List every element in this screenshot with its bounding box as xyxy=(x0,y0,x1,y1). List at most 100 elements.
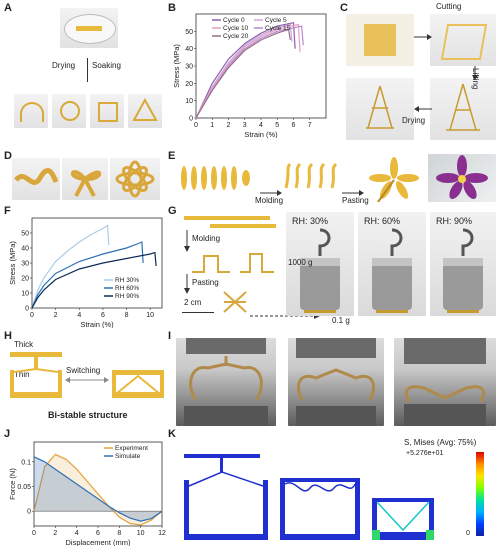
e-pasting-label: Pasting xyxy=(342,196,369,205)
chart-J-xtick-0: 0 xyxy=(32,530,36,537)
chart-J-xtick-2: 4 xyxy=(75,530,79,537)
chart-B-xtick-2: 2 xyxy=(227,122,231,129)
chart-B-series-2-line xyxy=(195,23,301,119)
g-scale-label: 2 cm xyxy=(184,298,202,307)
c-cutting-label: Cutting xyxy=(436,2,462,11)
chart-F-xtick-4: 8 xyxy=(125,312,129,319)
chart-J-ylabel: Force (N) xyxy=(8,468,17,500)
chart-F-xtick-1: 2 xyxy=(54,312,58,319)
panel-label-e: E xyxy=(168,150,176,162)
chart-B-legend-label-3: Cycle 15 xyxy=(265,25,291,32)
chart-J-xtick-5: 10 xyxy=(137,530,145,537)
chart-J-series-1-line xyxy=(33,456,163,522)
g-rh90-label: RH: 90% xyxy=(436,216,473,226)
g-weight-rh30-photo: RH: 30% 1000 g xyxy=(286,212,354,316)
a-double-arrow xyxy=(87,58,88,82)
panel-label-k: K xyxy=(168,428,176,440)
e-orchid-replica xyxy=(369,157,419,202)
panel-label-b: B xyxy=(168,2,176,14)
chart-J-xtick-3: 6 xyxy=(96,530,100,537)
g-molding-label: Molding xyxy=(192,234,221,243)
chart-F-ytick-4: 40 xyxy=(21,246,29,253)
panel-label-c: C xyxy=(340,2,348,14)
chart-F-xtick-0: 0 xyxy=(30,312,34,319)
g-scale-bar xyxy=(182,312,214,313)
panel-label-a: A xyxy=(4,2,12,14)
chart-B-ytick-3: 30 xyxy=(185,64,193,71)
chart-B-ytick-0: 0 xyxy=(189,116,193,123)
chart-j: 0 2 4 6 8 10 12 0 0.05 0.1 Displacement (mm) Force … xyxy=(8,441,166,546)
panel-label-j: J xyxy=(4,428,11,440)
e-real-orchid-photo xyxy=(428,154,496,202)
c-cut-sheet-photo xyxy=(430,14,496,66)
h-switching-label: Switching xyxy=(66,366,101,375)
chart-F-ytick-2: 20 xyxy=(21,276,29,283)
chart-B-legend-label-0: Cycle 0 xyxy=(223,17,245,24)
h-thin-label: Thin xyxy=(14,370,30,379)
chart-B-frame xyxy=(195,13,327,119)
chart-J-xtick-4: 8 xyxy=(117,530,121,537)
i-compression-photo-2 xyxy=(288,338,384,426)
chart-B-ytick-4: 40 xyxy=(185,46,193,53)
h-thick-label: Thick xyxy=(14,340,34,349)
panel-label-i: I xyxy=(168,330,172,342)
e-petals-flat xyxy=(181,166,250,190)
chart-B-xtick-4: 4 xyxy=(259,122,263,129)
g-mass-label: 0.1 g xyxy=(332,316,350,325)
d-ribbon-1-photo xyxy=(12,158,60,200)
k-colorbar xyxy=(476,452,484,536)
chart-B-xtick-6: 6 xyxy=(292,122,296,129)
k-legend-max: +5.276e+01 xyxy=(406,450,444,457)
g-weight-label: 1000 g xyxy=(288,258,313,267)
c-drying-label: Drying xyxy=(402,116,426,125)
chart-F-series-1-line xyxy=(31,241,144,309)
e-petals-molded xyxy=(284,162,338,189)
chart-J-xlabel: Displacement (mm) xyxy=(65,538,131,546)
k-legend-title: S, Mises (Avg: 75%) xyxy=(404,438,477,447)
a-shape-triangle-photo xyxy=(128,94,162,128)
d-flower-photo xyxy=(110,158,160,200)
chart-F-series-0-line xyxy=(31,224,110,309)
chart-B-series-4-line xyxy=(195,28,291,119)
chart-F-legend-label-1: RH 60% xyxy=(115,285,139,292)
i-compression-photo-3 xyxy=(394,338,496,426)
chart-F-xtick-3: 6 xyxy=(101,312,105,319)
chart-J-legend-label-0: Experiment xyxy=(115,445,148,452)
chart-B-xtick-1: 1 xyxy=(210,122,214,129)
chart-F-ytick-3: 30 xyxy=(21,261,29,268)
c-arrow-left-icon xyxy=(414,106,432,112)
chart-J-xtick-1: 2 xyxy=(53,530,57,537)
a-drying-label: Drying xyxy=(52,61,76,70)
chart-B-xtick-0: 0 xyxy=(194,122,198,129)
chart-B-xtick-3: 3 xyxy=(243,122,247,129)
h-bistable-diagram: Thick Thin Switching Bi-stable structure xyxy=(8,336,168,422)
chart-B-xtick-5: 5 xyxy=(275,122,279,129)
panel-label-d: D xyxy=(4,150,12,162)
chart-B-xtick-7: 7 xyxy=(308,122,312,129)
a-shape-square-photo xyxy=(90,94,124,128)
chart-B-ylabel: Stress (MPa) xyxy=(172,44,181,88)
chart-B-series-0-line xyxy=(195,21,296,119)
c-arrow-right-icon xyxy=(414,34,432,40)
g-rh60-label: RH: 60% xyxy=(364,216,401,226)
k-fem-simulation: S, Mises (Avg: 75%) +5.276e+01 0 xyxy=(176,438,498,548)
chart-J-series-0-line xyxy=(33,453,163,526)
c-sheet-photo xyxy=(346,14,414,66)
h-caption: Bi-stable structure xyxy=(48,410,128,420)
chart-B-ytick-1: 10 xyxy=(185,98,193,105)
g-weight-rh60-photo: RH: 60% xyxy=(358,212,426,316)
a-soaking-label: Soaking xyxy=(92,61,121,70)
chart-F-legend-label-2: RH 90% xyxy=(115,293,139,300)
chart-B-legend-label-4: Cycle 20 xyxy=(223,33,249,40)
chart-F-xlabel: Strain (%) xyxy=(80,320,114,328)
chart-J-series-0-area xyxy=(34,454,162,525)
chart-J-xtick-6: 12 xyxy=(158,530,166,537)
chart-B-xlabel: Strain (%) xyxy=(244,130,278,138)
panel-label-g: G xyxy=(168,205,177,217)
petri-dish-photo xyxy=(60,8,118,48)
i-compression-photo-1 xyxy=(176,338,276,426)
c-lifted-photo xyxy=(430,78,496,140)
g-schematic: Molding Pasting 2 cm xyxy=(178,212,282,328)
chart-J-legend-label-1: Simulate xyxy=(115,453,141,460)
e-arrow-1-icon xyxy=(260,190,282,196)
